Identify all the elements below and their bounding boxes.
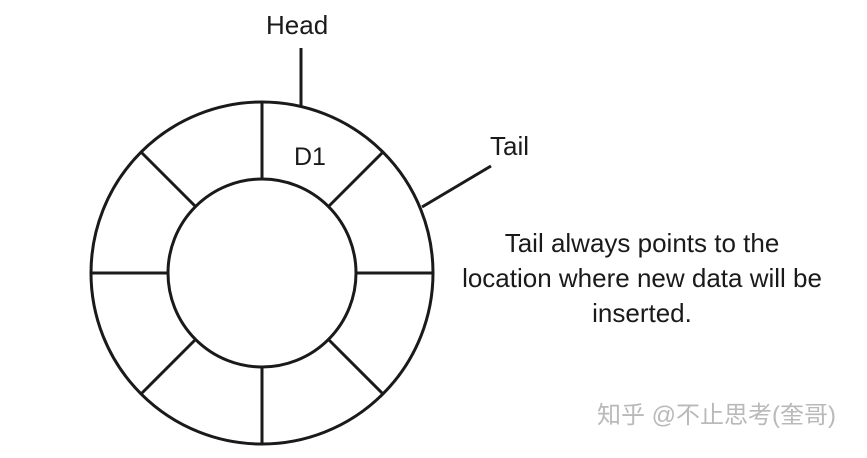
tail-pointer-line [421, 164, 492, 209]
slot-divider [326, 337, 385, 396]
inner-ring [166, 177, 358, 369]
slot-divider [139, 150, 198, 209]
slot-d1-label: D1 [294, 143, 326, 171]
watermark: 知乎 @不止思考(奎哥) [597, 402, 837, 429]
slot-divider [326, 150, 385, 209]
slot-divider [139, 337, 198, 396]
tail-explanation-note: Tail always points to the location where… [462, 228, 822, 328]
head-label: Head [266, 10, 329, 40]
tail-label: Tail [490, 131, 530, 161]
